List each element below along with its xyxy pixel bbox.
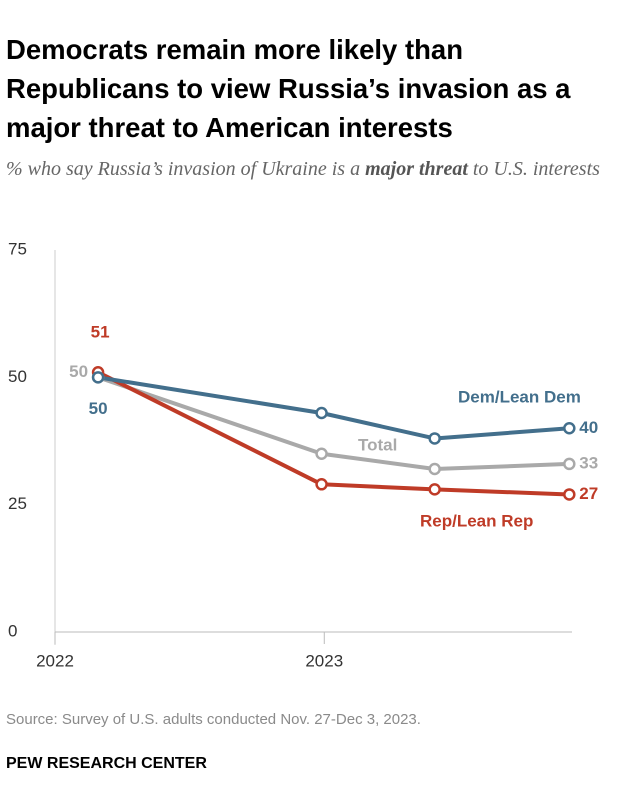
- line: [97, 370, 570, 497]
- data-label: 51: [91, 323, 110, 342]
- marker: [315, 478, 328, 491]
- data-label: 50: [69, 362, 88, 381]
- marker: [428, 483, 441, 496]
- line: [97, 375, 570, 472]
- x-tick-label: 2022: [36, 651, 74, 670]
- marker: [563, 488, 576, 501]
- x-tick-label: 2023: [305, 651, 343, 670]
- y-tick-label: 25: [8, 494, 27, 513]
- source: Source: Survey of U.S. adults conducted …: [6, 711, 421, 728]
- subtitle-text: to U.S. interests: [467, 158, 600, 180]
- chart: 0 25 50 75 2022 2023 50 33 Total 51 27 Rep/Lean Rep…: [8, 239, 598, 670]
- marker: [315, 406, 328, 420]
- y-tick-label: 75: [8, 239, 27, 258]
- marker: [91, 371, 105, 384]
- marker: [563, 422, 576, 435]
- title: Democrats remain more likely than Republ…: [6, 34, 571, 143]
- series-label: Dem/Lean Dem: [458, 387, 581, 406]
- credit: PEW RESEARCH CENTER: [6, 755, 207, 772]
- data-label: 40: [579, 418, 598, 437]
- data-label: 33: [579, 453, 598, 472]
- y-tick-label: 0: [8, 621, 17, 640]
- marker: [315, 447, 328, 460]
- subtitle-text: % who say Russia’s invasion of Ukraine i…: [6, 158, 366, 180]
- marker: [428, 462, 441, 476]
- subtitle-bold: major threat: [365, 158, 468, 180]
- y-tick-label: 50: [8, 367, 27, 386]
- data-label: 50: [89, 399, 108, 418]
- series-label: Rep/Lean Rep: [420, 511, 533, 530]
- data-label: 27: [579, 484, 598, 503]
- series-label: Total: [358, 435, 397, 454]
- subtitle: % who say Russia’s invasion of Ukraine i…: [6, 153, 606, 186]
- line: [97, 375, 570, 441]
- marker: [563, 457, 576, 471]
- marker: [428, 432, 441, 445]
